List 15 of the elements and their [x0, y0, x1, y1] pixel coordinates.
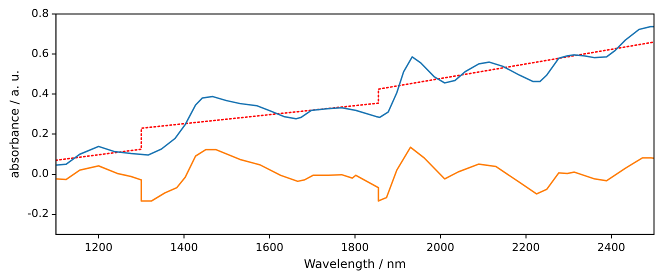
x-tick-label: 1600 — [255, 240, 284, 254]
y-tick-label: 0.8 — [31, 6, 49, 20]
x-tick-label: 1800 — [340, 240, 369, 254]
x-tick-label: 1400 — [170, 240, 198, 254]
x-axis-title: Wavelength / nm — [304, 256, 406, 271]
y-tick-label: 0.0 — [31, 167, 49, 180]
x-tick-label: 2000 — [426, 240, 454, 254]
y-tick-label: 0.6 — [31, 46, 49, 60]
x-tick-label: 2400 — [597, 240, 626, 254]
x-tick-label: 2200 — [512, 240, 540, 254]
y-tick-label: 0.2 — [31, 127, 49, 140]
y-tick-label: -0.2 — [27, 207, 49, 220]
y-tick-label: 0.4 — [31, 87, 49, 100]
x-tick-label: 1200 — [84, 240, 113, 254]
y-axis-title: absorbance / a. u. — [7, 70, 22, 178]
